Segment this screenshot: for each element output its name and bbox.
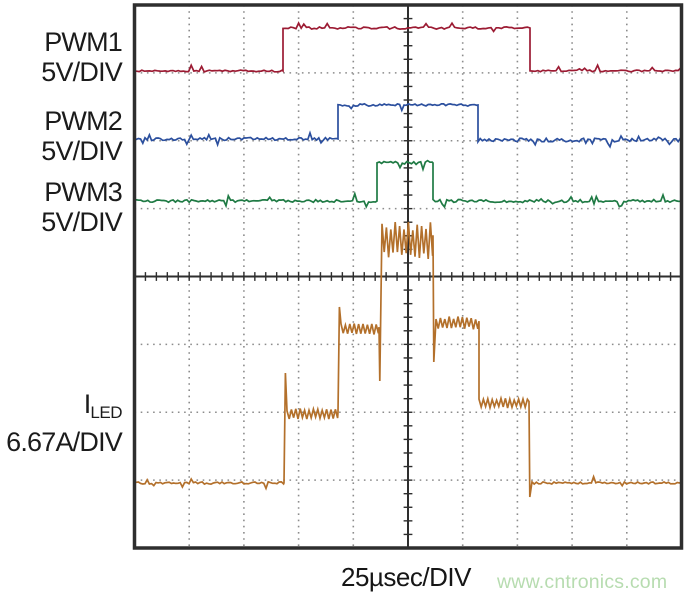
iled-scale: 6.67A/DIV <box>6 426 123 457</box>
label-pwm2: PWM2 5V/DIV <box>41 106 123 166</box>
graticule-border <box>132 3 684 550</box>
pwm2-name: PWM2 <box>44 106 123 136</box>
label-pwm3: PWM3 5V/DIV <box>41 177 123 237</box>
trace-iled <box>133 222 682 498</box>
pwm3-name: PWM3 <box>44 177 123 207</box>
trace-pwm3 <box>133 159 682 209</box>
iled-symbol: I <box>83 389 91 419</box>
timebase-label: 25µsec/DIV <box>341 562 471 592</box>
pwm1-scale: 5V/DIV <box>41 56 123 87</box>
label-pwm1: PWM1 5V/DIV <box>41 27 123 87</box>
pwm3-scale: 5V/DIV <box>41 206 123 237</box>
pwm1-name: PWM1 <box>44 27 123 57</box>
trace-pwm2 <box>133 102 682 149</box>
watermark-text: www.cntronics.com <box>497 571 668 593</box>
pwm2-scale: 5V/DIV <box>41 135 123 166</box>
iled-subscript: LED <box>90 403 122 422</box>
trace-pwm1 <box>133 21 682 74</box>
label-iled: ILED 6.67A/DIV <box>6 389 123 457</box>
